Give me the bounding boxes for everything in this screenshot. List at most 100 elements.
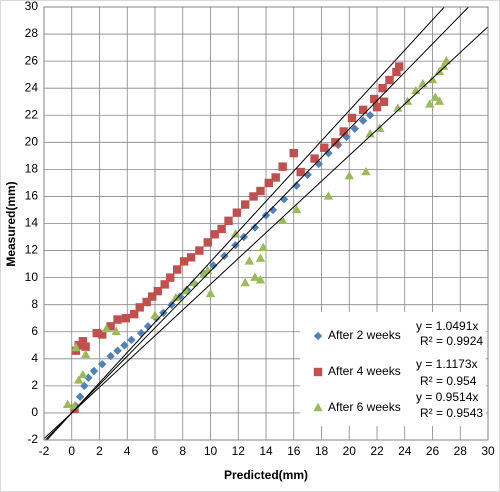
x-tick-label: 2 [96, 444, 103, 458]
y-tick-label: 6 [31, 324, 38, 338]
point [291, 204, 302, 214]
point [250, 223, 260, 232]
point [113, 346, 122, 355]
point [240, 277, 250, 287]
x-tick-label: 0 [68, 444, 75, 458]
point [160, 280, 169, 289]
point [84, 373, 93, 382]
x-tick-label: 30 [481, 444, 495, 458]
point [73, 375, 84, 384]
point [244, 256, 255, 265]
point [232, 208, 242, 217]
point [261, 211, 271, 220]
point [230, 229, 241, 238]
point [148, 292, 157, 301]
point [224, 216, 233, 225]
point [289, 148, 298, 158]
y-tick-label: 8 [31, 297, 38, 311]
point [372, 102, 382, 112]
point [278, 162, 287, 171]
point [250, 272, 260, 281]
y-tick-label: 4 [31, 351, 38, 365]
point [205, 288, 216, 298]
point [127, 335, 136, 345]
x-tick-label: 22 [370, 444, 384, 458]
trendline-r-squared: R² = 0.9543 [420, 406, 483, 420]
point [379, 97, 389, 106]
point [268, 205, 278, 215]
x-tick-label: -2 [39, 444, 50, 458]
point [249, 192, 258, 201]
point [256, 186, 265, 196]
y-tick-label: 22 [25, 107, 39, 121]
point [339, 127, 348, 136]
point [153, 286, 162, 296]
point [358, 116, 368, 125]
point [106, 351, 115, 361]
point [395, 62, 404, 71]
point [217, 224, 226, 234]
point [434, 96, 445, 105]
point [220, 251, 229, 261]
point [279, 194, 289, 204]
point [111, 326, 121, 335]
trendline [46, 7, 445, 440]
point [323, 191, 334, 200]
point [135, 303, 144, 312]
point [434, 66, 445, 76]
point [209, 261, 218, 270]
legend-marker [313, 402, 323, 412]
point [277, 215, 288, 224]
point [101, 323, 112, 333]
y-tick-label: 24 [25, 80, 39, 94]
point [344, 170, 354, 180]
point [129, 309, 139, 319]
point [62, 399, 73, 409]
point [113, 315, 122, 324]
point [173, 265, 182, 274]
point [425, 99, 435, 108]
x-tick-label: 28 [454, 444, 468, 458]
point [179, 257, 189, 266]
y-tick-label: 26 [25, 53, 39, 67]
x-tick-label: 18 [315, 444, 329, 458]
point [350, 124, 359, 133]
point [78, 369, 88, 379]
plot-border [43, 6, 489, 441]
point [92, 328, 101, 338]
point [438, 61, 449, 70]
legend-box [300, 312, 486, 426]
point [143, 322, 153, 331]
x-axis-title: Predicted(mm) [224, 468, 308, 482]
point [255, 253, 266, 262]
x-tick-label: 26 [426, 444, 440, 458]
point [166, 273, 175, 282]
point [358, 105, 368, 115]
point [427, 74, 438, 84]
point [370, 94, 379, 104]
x-tick-label: 14 [259, 444, 273, 458]
point [136, 328, 146, 338]
y-tick-label: 30 [25, 0, 39, 13]
point [385, 75, 394, 85]
trendline-equation: y = 0.9514x [416, 390, 478, 404]
point [258, 242, 268, 252]
point [80, 381, 89, 391]
point [392, 67, 401, 77]
x-tick-label: 24 [398, 444, 412, 458]
point [430, 92, 440, 101]
point [171, 292, 181, 302]
y-tick-label: 28 [25, 26, 39, 40]
point [81, 342, 90, 351]
trendline-equation: y = 1.0491x [416, 319, 478, 333]
x-tick-label: 20 [343, 444, 357, 458]
point [331, 138, 340, 147]
x-tick-label: 8 [179, 444, 186, 458]
y-tick-label: 10 [25, 270, 39, 284]
point [203, 238, 212, 247]
y-tick-label: -2 [27, 432, 38, 446]
point [240, 200, 250, 209]
point [186, 253, 196, 262]
point [150, 310, 160, 319]
point [75, 392, 85, 401]
